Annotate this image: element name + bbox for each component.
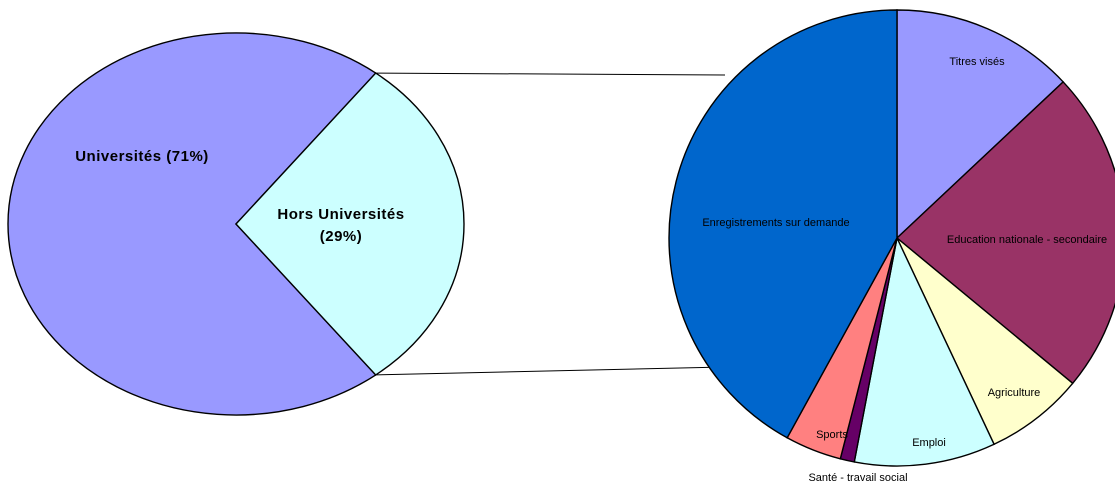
label-agriculture: Agriculture bbox=[988, 387, 1041, 399]
label-enregistrements-sur-demande: Enregistrements sur demande bbox=[702, 217, 849, 229]
connector-lines bbox=[375, 72, 726, 376]
slice-labels: Universités (71%) Hors Universités (29%) Ti… bbox=[75, 56, 1107, 484]
label-education-nationale-secondaire: Education nationale - secondaire bbox=[947, 234, 1107, 246]
slice-education-nationale-secondaire bbox=[895, 80, 1115, 385]
slice-emploi bbox=[853, 235, 996, 467]
label-sante-travail-social: Santé - travail social bbox=[808, 472, 907, 484]
connector-line-bottom bbox=[375, 366, 726, 376]
label-hors-universites-pct: (29%) bbox=[320, 228, 363, 245]
slice-universites bbox=[7, 32, 377, 416]
label-titres-vises: Titres visés bbox=[949, 56, 1005, 68]
label-sports: Sports bbox=[816, 429, 848, 441]
label-emploi: Emploi bbox=[912, 437, 946, 449]
slice-enregistrements-sur-demande bbox=[668, 9, 898, 439]
secondary-pie bbox=[668, 9, 1115, 467]
connector-line-top bbox=[375, 72, 726, 76]
slice-titres-vises bbox=[896, 9, 1065, 240]
label-universites: Universités (71%) bbox=[75, 148, 209, 165]
main-pie bbox=[7, 32, 465, 416]
label-hors-universites: Hors Universités bbox=[277, 206, 404, 223]
slice-hors-universites bbox=[235, 72, 465, 376]
